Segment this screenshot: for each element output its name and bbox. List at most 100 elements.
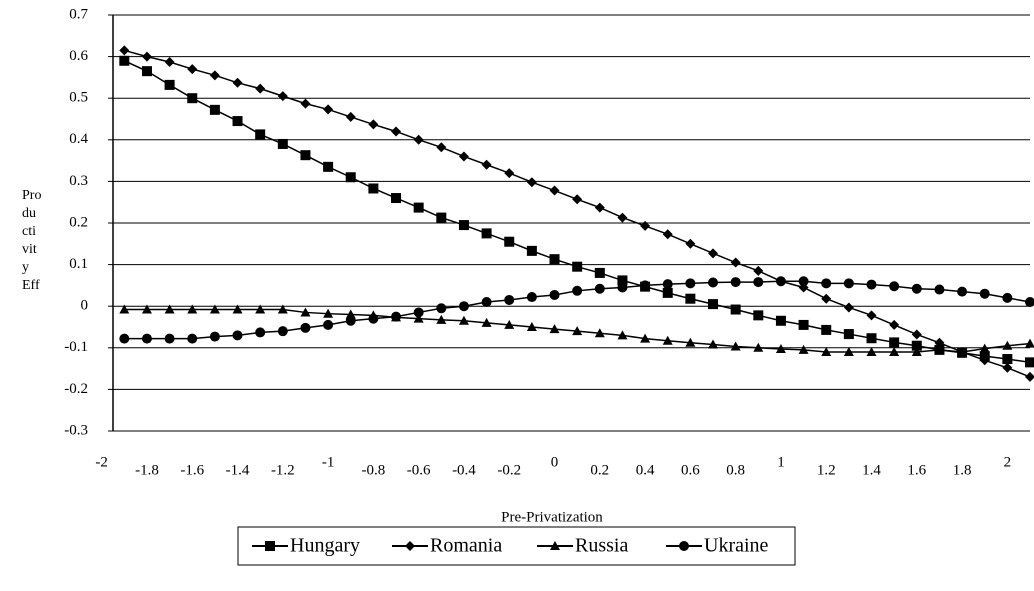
- marker: [617, 212, 628, 223]
- marker: [708, 299, 719, 310]
- marker: [209, 304, 220, 314]
- marker: [405, 541, 415, 551]
- marker: [526, 245, 537, 256]
- marker: [934, 344, 945, 354]
- marker: [323, 104, 334, 115]
- marker: [979, 288, 990, 299]
- marker: [889, 281, 900, 292]
- marker: [775, 315, 786, 326]
- marker: [821, 346, 832, 356]
- marker: [640, 220, 651, 231]
- marker: [504, 294, 515, 305]
- y-tick-label: 0.4: [69, 131, 88, 147]
- marker: [617, 330, 628, 340]
- marker: [458, 301, 469, 312]
- marker: [594, 267, 605, 278]
- x-tick-label: -1.6: [180, 462, 204, 478]
- marker: [708, 339, 719, 349]
- x-tick-label: -1: [322, 454, 335, 470]
- marker: [187, 93, 198, 104]
- marker: [368, 119, 379, 130]
- x-tick-label: 1.6: [907, 462, 926, 478]
- marker: [1002, 340, 1013, 350]
- marker: [866, 346, 877, 356]
- marker: [572, 326, 583, 336]
- y-axis-label: vit: [22, 242, 37, 257]
- marker: [187, 64, 198, 75]
- marker: [679, 541, 689, 551]
- marker: [119, 333, 130, 344]
- marker: [345, 309, 356, 319]
- x-tick-label: 1: [777, 454, 785, 470]
- marker: [436, 303, 447, 314]
- marker: [265, 541, 275, 551]
- marker: [798, 344, 809, 354]
- marker: [753, 277, 764, 288]
- marker: [323, 308, 334, 318]
- marker: [685, 238, 696, 249]
- marker: [255, 304, 266, 314]
- marker: [300, 322, 311, 333]
- marker: [549, 254, 560, 265]
- x-tick-label: 0.8: [726, 462, 745, 478]
- marker: [640, 333, 651, 343]
- marker: [119, 55, 130, 66]
- marker: [504, 236, 515, 247]
- marker: [798, 276, 809, 287]
- marker: [413, 307, 424, 318]
- series-line: [124, 60, 1031, 364]
- y-tick-label: 0.3: [69, 173, 88, 189]
- legend-label: Russia: [575, 535, 628, 557]
- marker: [821, 293, 832, 304]
- marker: [391, 193, 402, 204]
- y-tick-label: 0.6: [69, 48, 88, 64]
- marker: [141, 333, 152, 344]
- marker: [775, 344, 786, 354]
- marker: [843, 302, 854, 313]
- marker: [775, 276, 786, 287]
- x-tick-label: -1.4: [226, 462, 250, 478]
- marker: [594, 283, 605, 294]
- marker: [730, 277, 741, 288]
- marker: [708, 248, 719, 259]
- marker: [617, 275, 628, 286]
- marker: [889, 346, 900, 356]
- marker: [843, 346, 854, 356]
- y-tick-label: 0.7: [69, 6, 88, 22]
- marker: [1025, 297, 1034, 308]
- legend-label: Hungary: [290, 535, 360, 557]
- marker: [685, 278, 696, 289]
- marker: [481, 228, 492, 239]
- marker: [209, 104, 220, 115]
- marker: [843, 329, 854, 340]
- marker: [617, 282, 628, 293]
- marker: [1025, 338, 1034, 348]
- y-axis-label: Pro: [22, 188, 41, 203]
- x-tick-label: -0.8: [362, 462, 386, 478]
- marker: [255, 129, 266, 140]
- marker: [300, 150, 311, 161]
- marker: [1025, 357, 1034, 368]
- marker: [164, 57, 175, 68]
- marker: [526, 322, 537, 331]
- marker: [685, 337, 696, 347]
- marker: [753, 265, 764, 276]
- marker: [640, 280, 651, 291]
- marker: [300, 307, 311, 317]
- marker: [549, 324, 560, 334]
- marker: [911, 340, 922, 351]
- marker: [753, 310, 764, 321]
- marker: [549, 185, 560, 196]
- marker: [979, 355, 990, 366]
- marker: [911, 346, 922, 356]
- marker: [1002, 362, 1013, 373]
- marker: [979, 343, 990, 353]
- marker: [526, 177, 537, 188]
- marker: [957, 346, 968, 356]
- marker: [187, 333, 198, 344]
- marker: [345, 315, 356, 326]
- marker: [164, 333, 175, 344]
- marker: [458, 315, 469, 325]
- marker: [323, 319, 334, 330]
